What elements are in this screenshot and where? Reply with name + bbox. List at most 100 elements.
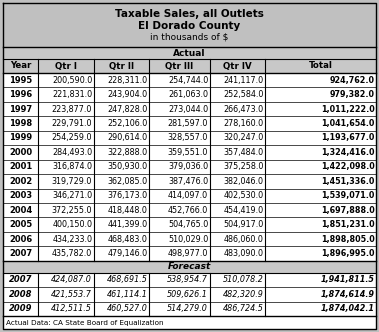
Text: 359,551.0: 359,551.0: [168, 148, 208, 157]
Text: 362,085.0: 362,085.0: [107, 177, 147, 186]
Text: in thousands of $: in thousands of $: [150, 33, 229, 42]
Text: 273,044.0: 273,044.0: [168, 105, 208, 114]
Text: 2007: 2007: [9, 276, 33, 285]
Text: 243,904.0: 243,904.0: [107, 90, 147, 99]
Text: 221,831.0: 221,831.0: [52, 90, 92, 99]
Text: 2009: 2009: [9, 304, 33, 313]
Text: 1,697,888.0: 1,697,888.0: [321, 206, 374, 215]
Text: 468,691.5: 468,691.5: [106, 276, 147, 285]
Text: 486,724.5: 486,724.5: [222, 304, 263, 313]
Text: 924,762.0: 924,762.0: [329, 76, 374, 85]
Text: 316,874.0: 316,874.0: [52, 162, 92, 171]
Text: 441,399.0: 441,399.0: [107, 220, 147, 229]
Text: 290,614.0: 290,614.0: [107, 133, 147, 142]
Text: 319,729.0: 319,729.0: [52, 177, 92, 186]
Text: 350,930.0: 350,930.0: [107, 162, 147, 171]
Text: 400,150.0: 400,150.0: [52, 220, 92, 229]
Bar: [3, 145, 376, 160]
Bar: [3, 160, 376, 174]
Text: 538,954.7: 538,954.7: [167, 276, 208, 285]
Text: 1,539,071.0: 1,539,071.0: [321, 191, 374, 200]
Text: 261,063.0: 261,063.0: [168, 90, 208, 99]
Text: 375,258.0: 375,258.0: [223, 162, 263, 171]
Text: 1999: 1999: [9, 133, 32, 142]
Text: 510,078.2: 510,078.2: [222, 276, 263, 285]
Text: 346,271.0: 346,271.0: [52, 191, 92, 200]
Bar: [3, 3, 376, 47]
Text: Taxable Sales, all Outlets: Taxable Sales, all Outlets: [115, 9, 264, 19]
Text: 1,898,805.0: 1,898,805.0: [321, 234, 374, 244]
Text: 2005: 2005: [9, 220, 32, 229]
Text: 328,557.0: 328,557.0: [168, 133, 208, 142]
Bar: [3, 273, 376, 287]
Bar: [3, 116, 376, 131]
Text: 454,419.0: 454,419.0: [223, 206, 263, 215]
Text: 510,029.0: 510,029.0: [168, 234, 208, 244]
Text: El Dorado County: El Dorado County: [138, 21, 241, 31]
Text: 1,941,811.5: 1,941,811.5: [321, 276, 374, 285]
Text: 460,527.0: 460,527.0: [106, 304, 147, 313]
Bar: [3, 287, 376, 301]
Text: Year: Year: [10, 61, 31, 70]
Text: 1995: 1995: [9, 76, 32, 85]
Text: 2006: 2006: [9, 234, 32, 244]
Bar: [3, 246, 376, 261]
Text: 357,484.0: 357,484.0: [223, 148, 263, 157]
Text: 1,324,416.0: 1,324,416.0: [321, 148, 374, 157]
Text: 252,584.0: 252,584.0: [223, 90, 263, 99]
Text: 1,011,222.0: 1,011,222.0: [321, 105, 374, 114]
Text: 266,473.0: 266,473.0: [223, 105, 263, 114]
Bar: [3, 203, 376, 217]
Text: 1998: 1998: [9, 119, 32, 128]
Text: Qtr IV: Qtr IV: [223, 61, 252, 70]
Text: 434,233.0: 434,233.0: [52, 234, 92, 244]
Bar: [3, 47, 376, 59]
Text: Qtr III: Qtr III: [165, 61, 193, 70]
Text: 1996: 1996: [9, 90, 32, 99]
Text: 1,041,654.0: 1,041,654.0: [321, 119, 374, 128]
Text: 1,851,231.0: 1,851,231.0: [321, 220, 374, 229]
Bar: [3, 316, 376, 329]
Text: 418,448.0: 418,448.0: [108, 206, 147, 215]
Text: 1,874,042.1: 1,874,042.1: [321, 304, 374, 313]
Text: 284,493.0: 284,493.0: [52, 148, 92, 157]
Text: 382,046.0: 382,046.0: [223, 177, 263, 186]
Bar: [3, 189, 376, 203]
Text: 461,114.1: 461,114.1: [106, 290, 147, 299]
Text: 229,791.0: 229,791.0: [52, 119, 92, 128]
Text: 247,828.0: 247,828.0: [107, 105, 147, 114]
Text: Forecast: Forecast: [168, 262, 211, 271]
Bar: [3, 174, 376, 189]
Text: 252,106.0: 252,106.0: [107, 119, 147, 128]
Text: 1997: 1997: [9, 105, 32, 114]
Text: 1,193,677.0: 1,193,677.0: [321, 133, 374, 142]
Text: 498,977.0: 498,977.0: [168, 249, 208, 258]
Text: 228,311.0: 228,311.0: [107, 76, 147, 85]
Text: 2004: 2004: [9, 206, 32, 215]
Text: 504,765.0: 504,765.0: [168, 220, 208, 229]
Text: 2000: 2000: [9, 148, 32, 157]
Bar: [3, 131, 376, 145]
Text: 979,382.0: 979,382.0: [329, 90, 374, 99]
Text: 514,279.0: 514,279.0: [167, 304, 208, 313]
Text: 254,744.0: 254,744.0: [168, 76, 208, 85]
Text: 421,553.7: 421,553.7: [51, 290, 92, 299]
Text: 452,766.0: 452,766.0: [168, 206, 208, 215]
Text: 414,097.0: 414,097.0: [168, 191, 208, 200]
Bar: [3, 301, 376, 316]
Text: Qtr I: Qtr I: [55, 61, 77, 70]
Bar: [3, 87, 376, 102]
Text: 1,451,336.0: 1,451,336.0: [321, 177, 374, 186]
Text: Actual: Actual: [173, 48, 206, 57]
Text: 372,255.0: 372,255.0: [52, 206, 92, 215]
Text: 479,146.0: 479,146.0: [107, 249, 147, 258]
Text: 1,896,995.0: 1,896,995.0: [321, 249, 374, 258]
Bar: [3, 102, 376, 116]
Text: 504,917.0: 504,917.0: [223, 220, 263, 229]
Text: 278,160.0: 278,160.0: [223, 119, 263, 128]
Text: 200,590.0: 200,590.0: [52, 76, 92, 85]
Bar: [3, 73, 376, 87]
Text: 2007: 2007: [9, 249, 32, 258]
Text: 281,597.0: 281,597.0: [168, 119, 208, 128]
Text: 241,117.0: 241,117.0: [223, 76, 263, 85]
